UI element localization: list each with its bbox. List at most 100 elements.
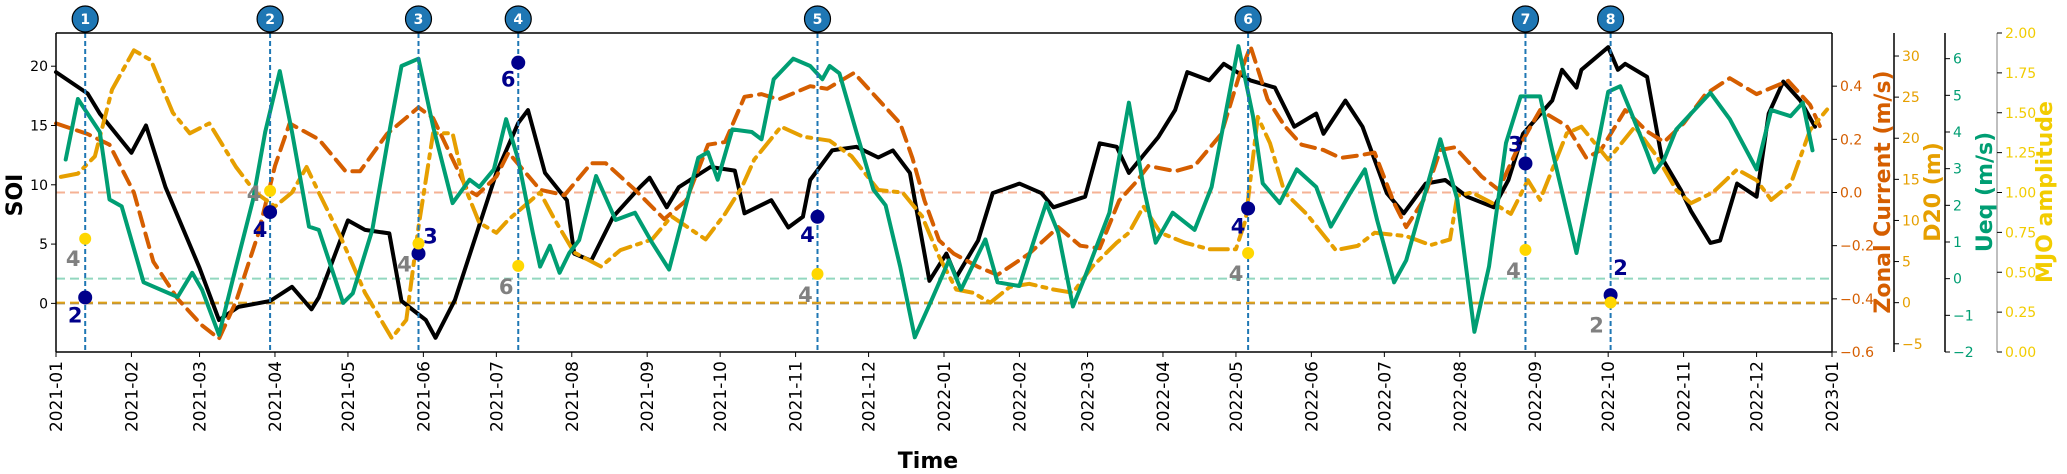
soi-tick-label: 15: [30, 118, 48, 134]
event-badge-number: 4: [513, 12, 523, 28]
soi-event-label: 2: [1613, 256, 1628, 280]
event-badge-number: 6: [1243, 12, 1253, 28]
zonal-tick-label: −0.4: [1840, 292, 1874, 308]
event-badge: [1597, 5, 1625, 33]
mjo-event-label: 4: [1229, 262, 1244, 286]
mjo-event-dot: [1242, 247, 1255, 260]
event-badge-number: 7: [1521, 12, 1531, 28]
mjo-event-dot: [1519, 243, 1532, 256]
x-tick-label: 2022-05: [1227, 361, 1247, 432]
d20-tick-label: 10: [1902, 213, 1920, 229]
series-line-soi: [54, 45, 1817, 340]
mjo-event-dot: [412, 237, 425, 250]
series-line-ueq: [63, 44, 1815, 340]
event-badge-number: 8: [1606, 12, 1616, 28]
mjo-tick-label: 1.75: [2005, 66, 2036, 82]
x-tick-label: 2022-09: [1526, 361, 1546, 432]
mjo-event-label: 2: [1589, 314, 1604, 338]
x-tick-label: 2022-12: [1748, 361, 1768, 432]
soi-tick-label: 20: [30, 59, 48, 75]
soi-event-label: 3: [1508, 132, 1523, 156]
ueq-axis-label: Ueq (m/s): [1973, 132, 1998, 252]
mjo-tick-label: 2.00: [2005, 26, 2036, 42]
x-tick-label: 2022-10: [1599, 361, 1619, 432]
d20-tick-label: 5: [1902, 255, 1911, 271]
event-badge: [71, 5, 99, 33]
x-tick-label: 2022-08: [1451, 361, 1471, 432]
x-axis-label: Time: [898, 449, 958, 474]
d20-tick-label: 0: [1902, 296, 1911, 312]
mjo-event-label: 4: [66, 247, 81, 271]
series-line-zonal: [54, 44, 1822, 341]
soi-axis-label: SOI: [3, 174, 28, 217]
soi-event-label: 4: [253, 218, 268, 242]
mjo-tick-label: 1.00: [2005, 186, 2036, 202]
mjo-event-label: 4: [397, 253, 412, 277]
soi-event-label: 6: [501, 68, 516, 92]
zonal-tick-label: 0.2: [1840, 132, 1862, 148]
event-badge: [1511, 5, 1540, 33]
mjo-event-dot: [79, 232, 92, 245]
x-tick-label: 2021-06: [414, 361, 434, 432]
soi-tick-label: 0: [39, 296, 48, 312]
event-badge: [504, 5, 532, 33]
x-tick-label: 2022-04: [1154, 361, 1174, 432]
soi-event-label: 3: [423, 225, 438, 249]
x-tick-label: 2021-09: [638, 361, 658, 432]
soi-event-dot: [810, 209, 825, 224]
soi-event-dot: [1518, 156, 1533, 171]
axes-group: 2021-01 2021-02 2021-03 2021-04 2021-05 2021-…: [30, 26, 2036, 432]
soi-event-dot: [1241, 201, 1256, 216]
x-tick-label: 2021-08: [563, 361, 583, 432]
mjo-event-dot: [512, 259, 525, 272]
ueq-tick-label: 2: [1953, 198, 1962, 214]
zonal-tick-label: 0.0: [1840, 186, 1862, 202]
mjo-axis-label: MJO amplitude: [2033, 101, 2058, 283]
ueq-tick-label: −2: [1953, 345, 1974, 361]
event-badge: [404, 5, 433, 33]
soi-event-label: 2: [68, 303, 83, 327]
d20-axis-label: D20 (m): [1921, 142, 1946, 242]
zonal-tick-label: −0.2: [1840, 239, 1874, 255]
event-badge: [803, 5, 832, 33]
x-tick-label: 2022-07: [1375, 361, 1395, 432]
event-badge-number: 2: [265, 12, 275, 28]
mjo-event-label: 4: [247, 182, 262, 206]
event-badge-number: 1: [80, 12, 90, 28]
soi-event-label: 4: [1231, 215, 1246, 239]
x-tick-label: 2022-11: [1675, 361, 1695, 432]
mjo-tick-label: 1.25: [2005, 146, 2036, 162]
soi-event-dot: [78, 290, 93, 305]
d20-tick-label: 25: [1902, 90, 1920, 106]
mjo-tick-label: 0.50: [2005, 265, 2036, 281]
soi-event-dot: [263, 205, 278, 220]
mjo-event-dot: [264, 184, 277, 197]
d20-tick-label: 15: [1902, 172, 1920, 188]
mjo-event-label: 4: [1506, 259, 1521, 283]
soi-event-dot: [411, 246, 426, 261]
mjo-tick-label: 0.25: [2005, 305, 2036, 321]
zonal-tick-label: −0.6: [1840, 345, 1874, 361]
x-tick-label: 2021-11: [787, 361, 807, 432]
zonal-axis-label: Zonal Current (m/s): [1871, 70, 1896, 313]
ueq-tick-label: 4: [1953, 125, 1962, 141]
mjo-tick-label: 0.00: [2005, 345, 2036, 361]
mjo-event-dot: [1604, 296, 1617, 309]
x-tick-label: 2022-01: [935, 361, 955, 432]
event-badge-number: 5: [813, 12, 823, 28]
soi-tick-label: 5: [39, 237, 48, 253]
soi-event-dot: [511, 55, 526, 70]
ueq-tick-label: 3: [1953, 162, 1962, 178]
x-tick-label: 2021-05: [339, 361, 359, 432]
ueq-tick-label: −1: [1953, 308, 1974, 324]
ueq-tick-label: 6: [1953, 52, 1962, 68]
ueq-tick-label: 5: [1953, 88, 1962, 104]
soi-event-label: 4: [800, 223, 815, 247]
event-badge: [1234, 5, 1262, 33]
reference-lines: [56, 191, 1832, 305]
x-tick-label: 2022-06: [1302, 361, 1322, 432]
x-tick-label: 2023-01: [1823, 361, 1843, 432]
x-tick-label: 2021-03: [191, 361, 211, 432]
